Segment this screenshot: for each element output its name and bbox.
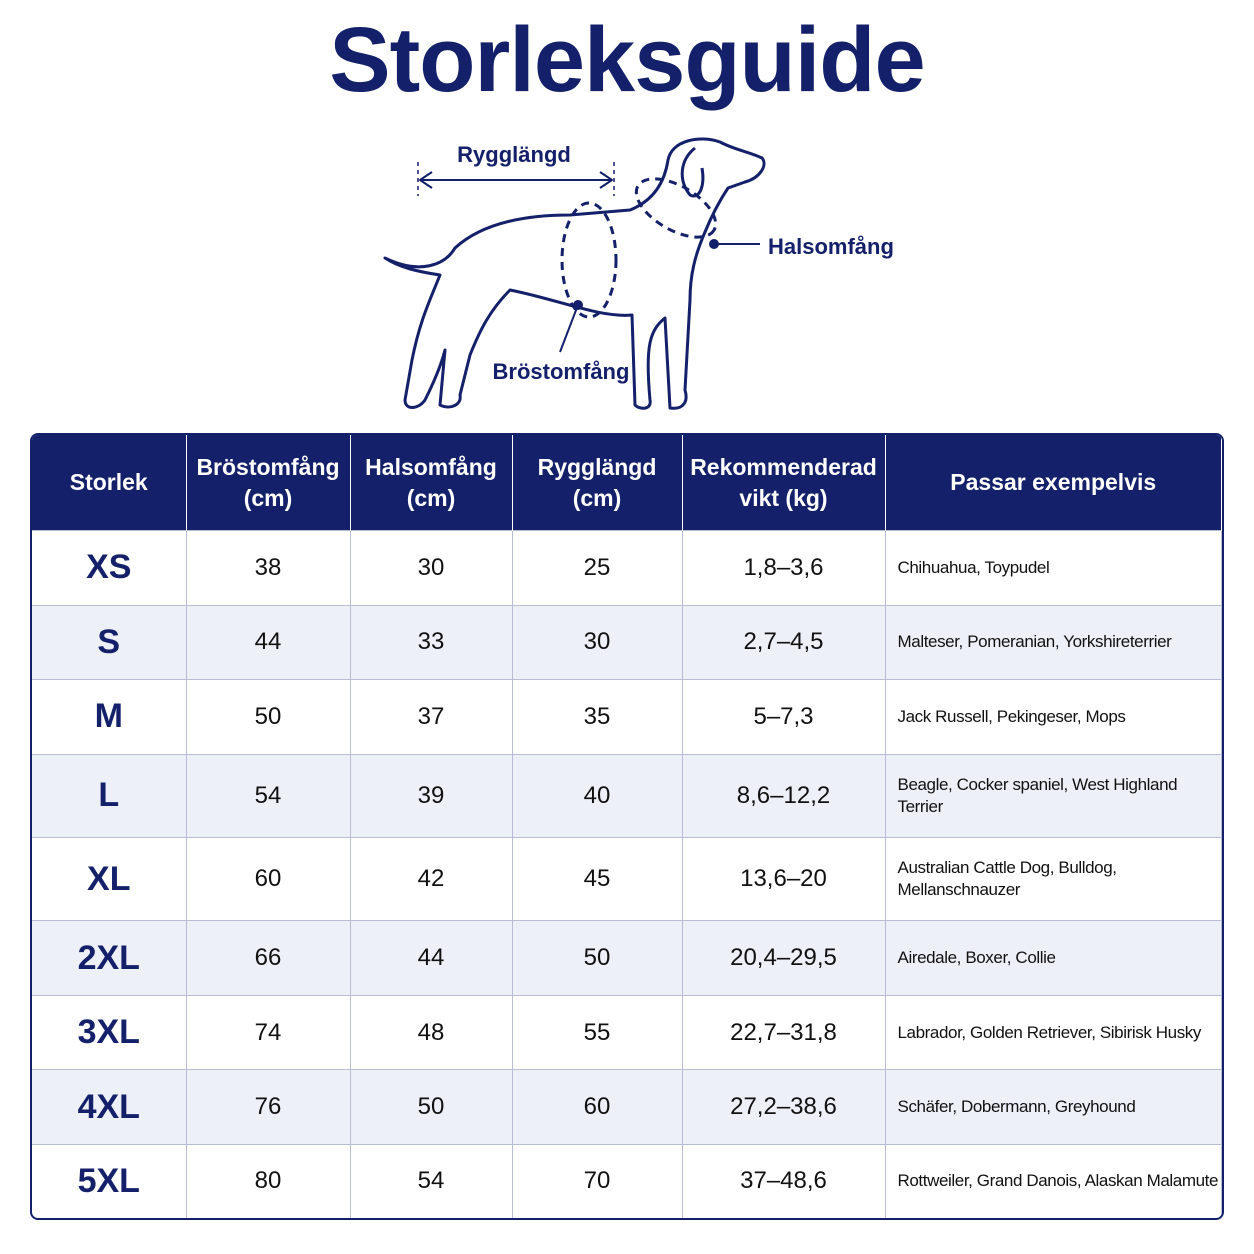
breed-cell: Labrador, Golden Retriever, Sibirisk Hus…: [885, 994, 1222, 1070]
value-cell: 55: [512, 994, 683, 1070]
table-row: 5XL 80 54 70 37–48,6 Rottweiler, Grand Danois…: [32, 1143, 1222, 1218]
table-row: XS 38 30 25 1,8–3,6 Chihuahua, Toypudel: [32, 530, 1222, 606]
breed-cell: Jack Russell, Pekingeser, Mops: [885, 679, 1222, 755]
dog-diagram: Rygglängd Halsomfång Bröstomfång: [383, 137, 894, 410]
table-row: L 54 39 40 8,6–12,2 Beagle, Cocker spaniel, W…: [32, 753, 1222, 838]
value-cell: 39: [350, 753, 513, 838]
size-cell: 5XL: [32, 1143, 187, 1218]
title: Storleksguide: [329, 9, 925, 111]
breed-cell: Australian Cattle Dog, Bulldog, Mellansc…: [885, 836, 1222, 921]
header-line: vikt (kg): [739, 484, 828, 511]
value-cell: 60: [186, 836, 351, 921]
size-cell: M: [32, 679, 187, 755]
breed-cell: Airedale, Boxer, Collie: [885, 920, 1222, 996]
value-cell: 54: [350, 1143, 513, 1218]
value-cell: 42: [350, 836, 513, 921]
header-line: Rygglängd: [537, 453, 657, 480]
breed-cell: Schäfer, Dobermann, Greyhound: [885, 1069, 1222, 1145]
header-line: (cm): [572, 484, 622, 511]
breed-cell: Beagle, Cocker spaniel, West Highland Te…: [885, 753, 1222, 838]
value-cell: 48: [350, 994, 513, 1070]
column-header: Rekommenderad vikt (kg): [682, 435, 886, 531]
value-cell: 8,6–12,2: [682, 753, 886, 838]
size-cell: XL: [32, 836, 187, 921]
value-cell: 50: [186, 679, 351, 755]
size-cell: XS: [32, 530, 187, 606]
value-cell: 44: [350, 920, 513, 996]
table-row: XL 60 42 45 13,6–20 Australian Cattle Dog, Bu…: [32, 836, 1222, 921]
value-cell: 40: [512, 753, 683, 838]
breed-cell: Chihuahua, Toypudel: [885, 530, 1222, 606]
header-line: Bröstomfång: [196, 453, 340, 480]
value-cell: 37–48,6: [682, 1143, 886, 1218]
size-table: Storlek Bröstomfång (cm) Halsomfång (cm) Rygg…: [30, 433, 1224, 1220]
table-row: 3XL 74 48 55 22,7–31,8 Labrador, Golden Retri…: [32, 994, 1222, 1070]
value-cell: 45: [512, 836, 683, 921]
header-line: Rekommenderad: [690, 453, 877, 480]
column-header: Rygglängd (cm): [512, 435, 683, 531]
value-cell: 5–7,3: [682, 679, 886, 755]
value-cell: 37: [350, 679, 513, 755]
size-cell: 4XL: [32, 1069, 187, 1145]
value-cell: 66: [186, 920, 351, 996]
value-cell: 76: [186, 1069, 351, 1145]
value-cell: 35: [512, 679, 683, 755]
size-cell: L: [32, 753, 187, 838]
value-cell: 54: [186, 753, 351, 838]
neck-label: Halsomfång: [768, 234, 894, 259]
value-cell: 2,7–4,5: [682, 604, 886, 680]
value-cell: 44: [186, 604, 351, 680]
breed-cell: Malteser, Pomeranian, Yorkshireterrier: [885, 604, 1222, 680]
breed-cell: Rottweiler, Grand Danois, Alaskan Malamu…: [885, 1143, 1222, 1218]
back-length-label: Rygglängd: [457, 142, 571, 167]
value-cell: 22,7–31,8: [682, 994, 886, 1070]
value-cell: 74: [186, 994, 351, 1070]
table-row: 2XL 66 44 50 20,4–29,5 Airedale, Boxer, Colli…: [32, 920, 1222, 996]
table-row: S 44 33 30 2,7–4,5 Malteser, Pomeranian, York…: [32, 604, 1222, 680]
value-cell: 50: [350, 1069, 513, 1145]
table-row: M 50 37 35 5–7,3 Jack Russell, Pekingeser, Mo…: [32, 679, 1222, 755]
column-header: Halsomfång (cm): [350, 435, 513, 531]
size-cell: 2XL: [32, 920, 187, 996]
size-cell: 3XL: [32, 994, 187, 1070]
header-line: (cm): [406, 484, 456, 511]
value-cell: 60: [512, 1069, 683, 1145]
chest-label: Bröstomfång: [493, 359, 630, 384]
value-cell: 30: [350, 530, 513, 606]
value-cell: 80: [186, 1143, 351, 1218]
value-cell: 50: [512, 920, 683, 996]
header-line: (cm): [243, 484, 293, 511]
value-cell: 13,6–20: [682, 836, 886, 921]
column-header: Passar exempelvis: [885, 435, 1222, 531]
value-cell: 70: [512, 1143, 683, 1218]
header-line: Halsomfång: [365, 453, 497, 480]
size-cell: S: [32, 604, 187, 680]
value-cell: 1,8–3,6: [682, 530, 886, 606]
header-line: Storlek: [69, 469, 148, 495]
value-cell: 20,4–29,5: [682, 920, 886, 996]
value-cell: 38: [186, 530, 351, 606]
table: Storlek Bröstomfång (cm) Halsomfång (cm) Rygg…: [32, 435, 1222, 1218]
value-cell: 33: [350, 604, 513, 680]
column-header: Storlek: [32, 435, 187, 531]
column-header: Bröstomfång (cm): [186, 435, 351, 531]
table-row: 4XL 76 50 60 27,2–38,6 Schäfer, Dobermann, Gr…: [32, 1069, 1222, 1145]
value-cell: 30: [512, 604, 683, 680]
value-cell: 27,2–38,6: [682, 1069, 886, 1145]
header-line: Passar exempelvis: [950, 469, 1157, 495]
value-cell: 25: [512, 530, 683, 606]
